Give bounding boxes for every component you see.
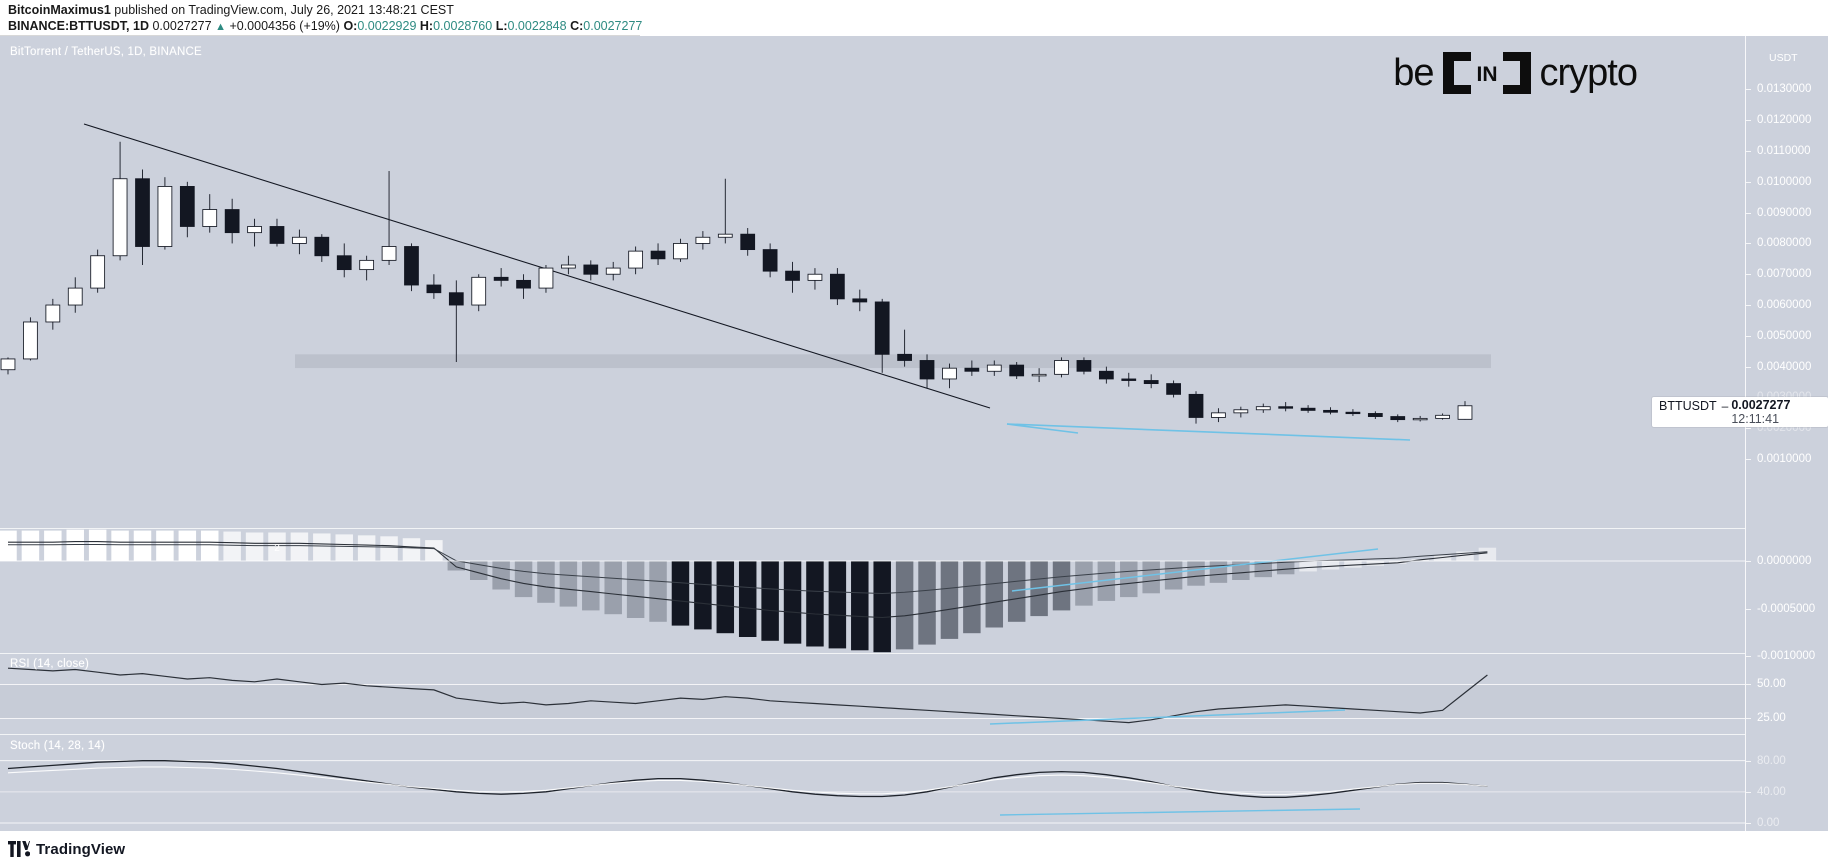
price-axis-tick [1746, 459, 1751, 461]
indicator-axis-tick [1746, 823, 1751, 824]
low-label: L: [495, 19, 508, 33]
price-axis-tick [1746, 305, 1751, 307]
price-axis-divider [1745, 36, 1746, 831]
tradingview-logo-icon [8, 841, 30, 857]
price-axis-label: 0.0120000 [1757, 114, 1812, 127]
rsi-pane-legend: RSI (14, close) [10, 658, 90, 670]
current-price-tag: BTTUSDT – 0.0027277 12:11:41 [1652, 396, 1828, 427]
price-tag-value: 0.0027277 [1731, 397, 1791, 412]
price-axis-tick [1746, 335, 1751, 337]
low-value: 0.0022848 [507, 19, 567, 33]
symbol-label: BINANCE:BTTUSDT, [8, 19, 130, 33]
header-divider [0, 35, 640, 36]
price-axis-tick [1746, 181, 1751, 183]
high-value: 0.0028760 [433, 19, 493, 33]
published-text: published on TradingView.com, [114, 3, 288, 17]
logo-text-crypto: crypto [1539, 52, 1638, 94]
symbol-quote-bar: BINANCE:BTTUSDT, 1D 0.0027277 ▲ +0.00043… [8, 19, 1828, 35]
price-tag-countdown: 12:11:41 [1731, 411, 1780, 426]
svg-text:IN: IN [1476, 63, 1497, 86]
stoch-plot [0, 760, 1745, 824]
open-value: 0.0022929 [357, 19, 417, 33]
price-axis-tick [1746, 243, 1751, 245]
chart-canvas[interactable]: BitTorrent / TetherUS, 1D, BINANCE be IN… [0, 36, 1828, 867]
indicator-axis-label: 25.00 [1757, 712, 1786, 725]
price-axis-tick [1746, 366, 1751, 368]
indicator-axis-tick [1746, 718, 1751, 720]
pane-divider-price-macd [0, 528, 1745, 529]
logo-bracket-in-icon: IN [1442, 52, 1531, 94]
macd-plot: 2 [0, 529, 1745, 653]
price-axis-label: 0.0070000 [1757, 268, 1812, 281]
indicator-axis-tick [1746, 684, 1751, 686]
price-axis-tick [1746, 89, 1751, 91]
price-axis-label: 0.0100000 [1757, 175, 1812, 188]
footer-bar: TradingView [0, 831, 1828, 867]
price-axis-tick [1746, 212, 1751, 214]
price-axis[interactable]: USDT 0.0130000 0.0120000 0.0110000 0.010000… [1652, 36, 1828, 831]
price-axis-label: 0.0050000 [1757, 329, 1812, 342]
indicator-axis-label: 50.00 [1757, 678, 1786, 691]
indicator-axis-tick [1746, 760, 1751, 762]
price-tag-symbol: BTTUSDT [1659, 398, 1717, 413]
indicator-axis-tick [1746, 656, 1751, 657]
indicator-axis-label: -0.0005000 [1757, 602, 1816, 615]
price-axis-tick [1746, 151, 1751, 152]
indicator-axis-label: 40.00 [1757, 785, 1786, 798]
indicator-axis-label: -0.0010000 [1757, 650, 1816, 662]
close-value: 0.0027277 [583, 19, 643, 33]
indicator-axis-label: 0.0000000 [1757, 555, 1812, 567]
beincrypto-watermark-logo: be IN crypto [1393, 50, 1638, 96]
price-pane-legend: BitTorrent / TetherUS, 1D, BINANCE [10, 46, 202, 58]
indicator-axis-tick [1746, 608, 1751, 610]
price-axis-label: 0.0110000 [1757, 145, 1811, 157]
high-label: H: [419, 19, 434, 33]
tradingview-wordmark: TradingView [36, 840, 126, 858]
chart-header: BitcoinMaximus1 published on TradingView… [0, 0, 1828, 36]
currency-label: USDT [1769, 52, 1798, 64]
interval-label: 1D [133, 19, 149, 33]
price-change: +0.0004356 (+19%) [229, 19, 340, 33]
logo-text-be: be [1393, 52, 1434, 94]
stoch-pane-legend: Stoch (14, 28, 14) [10, 740, 106, 752]
macd-pane[interactable]: 2 [0, 529, 1745, 653]
price-axis-label: 0.0130000 [1757, 83, 1812, 96]
price-axis-label: 0.0090000 [1757, 206, 1812, 219]
price-axis-tick [1746, 428, 1751, 430]
author-name: BitcoinMaximus1 [8, 3, 111, 17]
published-date: July 26, 2021 13:48:21 CEST [290, 3, 454, 17]
indicator-axis-tick [1746, 791, 1751, 793]
price-axis-label: 0.0010000 [1757, 453, 1812, 466]
price-pane[interactable]: BitTorrent / TetherUS, 1D, BINANCE be IN… [0, 36, 1745, 528]
rsi-plot [0, 667, 1745, 725]
stoch-pane[interactable]: Stoch (14, 28, 14) [0, 735, 1745, 831]
indicator-axis-tick [1746, 561, 1751, 562]
pane-divider-rsi-stoch [0, 734, 1745, 735]
close-label: C: [570, 19, 584, 33]
open-label: O: [343, 19, 358, 33]
price-plot [0, 123, 1491, 441]
pane-divider-macd-rsi [0, 653, 1745, 654]
macd-marker-label: 2 [274, 543, 280, 554]
price-tag-dash: – [1721, 398, 1729, 413]
publish-info: BitcoinMaximus1 published on TradingView… [8, 3, 1828, 18]
rsi-pane[interactable]: RSI (14, close) [0, 654, 1745, 734]
change-up-arrow-icon: ▲ [215, 21, 226, 33]
price-axis-label: 0.0060000 [1757, 299, 1812, 312]
last-price: 0.0027277 [152, 19, 212, 33]
price-axis-label: 0.0080000 [1757, 237, 1812, 250]
price-axis-tick [1746, 274, 1751, 276]
price-axis-tick [1746, 120, 1751, 122]
indicator-axis-label: 80.00 [1757, 754, 1786, 767]
price-axis-label: 0.0040000 [1757, 360, 1812, 373]
indicator-axis-label: 0.00 [1757, 817, 1780, 829]
